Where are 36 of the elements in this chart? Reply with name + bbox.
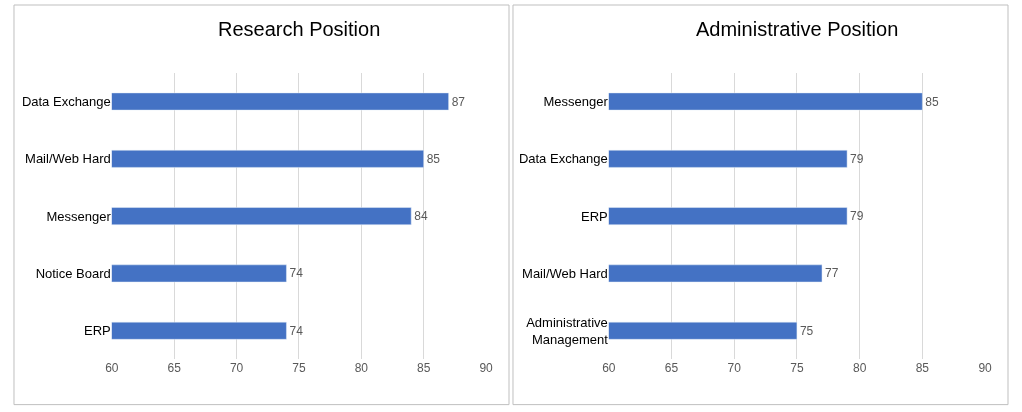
y-tick-label: Messenger (46, 208, 112, 224)
y-tick-label: Administrative Management (526, 314, 609, 347)
y-tick-label: Mail/Web Hard (522, 265, 608, 281)
data-label: 75 (799, 323, 814, 338)
y-tick-label: Messenger (543, 94, 609, 110)
x-tick-label: 75 (790, 361, 804, 376)
x-tick-label: 85 (417, 361, 431, 376)
x-tick-label: 80 (852, 361, 867, 376)
x-tick-label: 60 (602, 361, 616, 376)
x-tick-label: 90 (978, 361, 993, 376)
x-tick-label: 65 (664, 361, 679, 376)
data-label: 74 (289, 323, 304, 338)
chart-title: Research Position (218, 18, 381, 40)
data-label: 85 (426, 151, 441, 166)
y-tick-label: ERP (84, 323, 111, 339)
x-tick-label: 60 (105, 361, 119, 376)
x-tick-label: 70 (229, 361, 244, 376)
y-tick-label: Data Exchange (21, 94, 111, 110)
x-tick-label: 85 (915, 361, 930, 376)
data-label: 85 (925, 94, 940, 109)
x-tick-label: 70 (727, 361, 742, 376)
x-tick-label: 80 (354, 361, 369, 376)
y-tick-label: Data Exchange (518, 151, 608, 167)
data-label: 79 (850, 209, 864, 224)
y-tick-label: Mail/Web Hard (25, 151, 111, 167)
x-tick-label: 90 (479, 361, 494, 376)
data-label: 77 (825, 266, 839, 281)
data-label: 84 (414, 209, 428, 224)
y-tick-label: Notice Board (35, 265, 111, 281)
data-label: 79 (850, 151, 864, 166)
data-label: 74 (289, 266, 304, 281)
y-tick-label: ERP (581, 208, 608, 224)
chart-title: Administrative Position (696, 18, 899, 40)
x-tick-label: 65 (167, 361, 182, 376)
x-tick-label: 75 (292, 361, 306, 376)
data-label: 87 (451, 94, 466, 109)
